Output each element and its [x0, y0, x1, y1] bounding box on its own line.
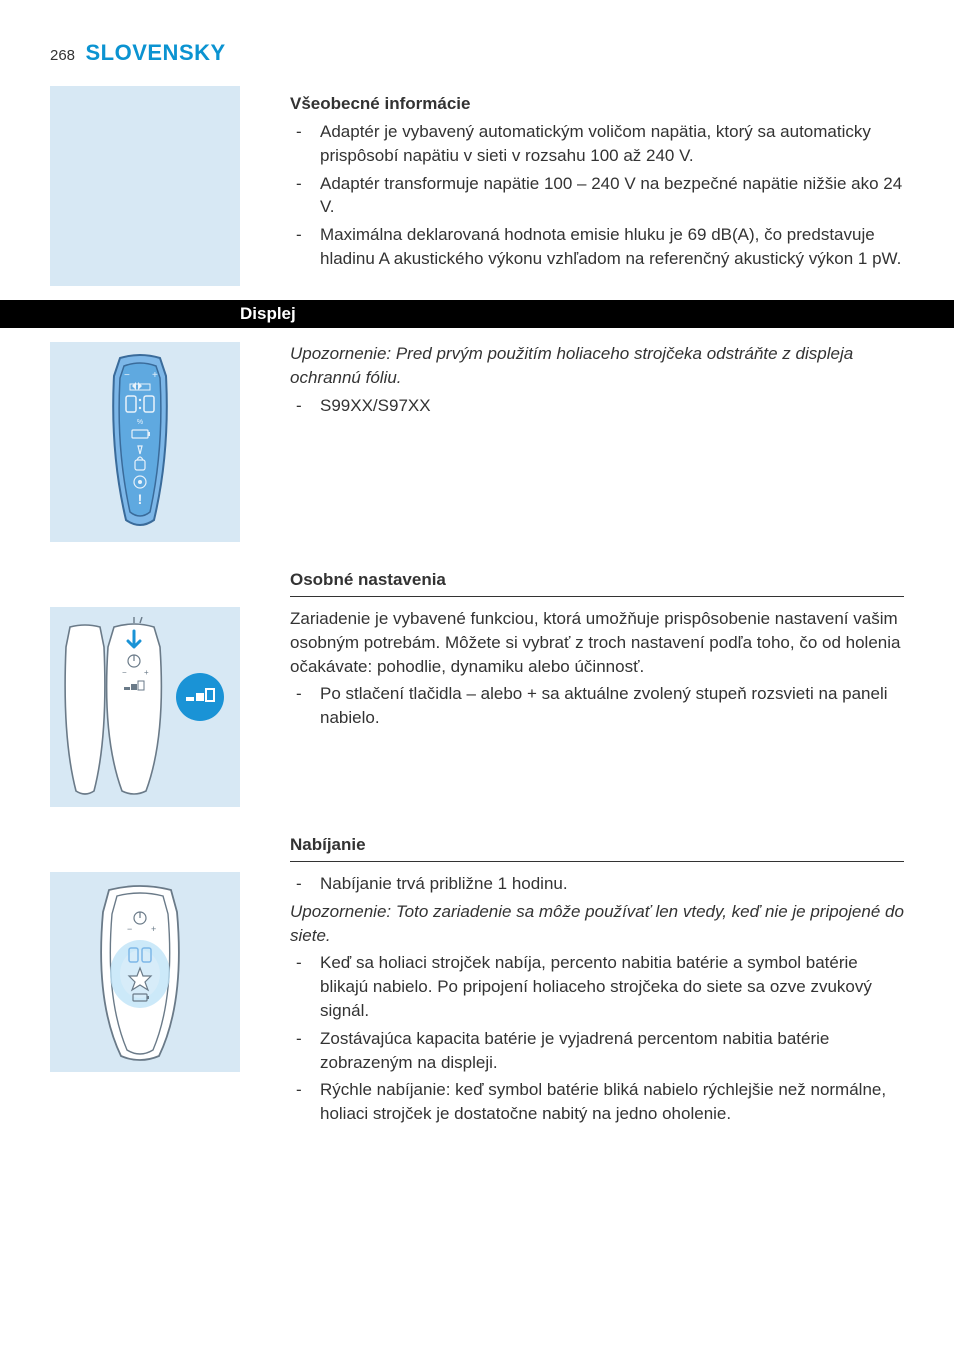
svg-text:+: +: [144, 668, 149, 677]
svg-text:+: +: [152, 370, 158, 381]
heading-display-band: Displej: [0, 300, 954, 328]
svg-text:−: −: [124, 370, 130, 381]
list-general-info: Adaptér je vybavený automatickým voličom…: [290, 120, 904, 271]
svg-text:!: !: [138, 491, 143, 507]
list-item: Po stlačení tlačidla – alebo + sa aktuál…: [290, 682, 904, 730]
list-item: S99XX/S97XX: [290, 394, 904, 418]
figure-charging: − +: [50, 872, 240, 1072]
list-item: Maximálna deklarovaná hodnota emisie hlu…: [290, 223, 904, 271]
heading-personal: Osobné nastavenia: [290, 570, 904, 590]
heading-display: Displej: [240, 304, 296, 323]
list-item: Rýchle nabíjanie: keď symbol batérie bli…: [290, 1078, 904, 1126]
list-item: Adaptér je vybavený automatickým voličom…: [290, 120, 904, 168]
heading-charging: Nabíjanie: [290, 835, 904, 855]
note-charging: Upozornenie: Toto zariadenie sa môže pou…: [290, 900, 904, 948]
list-personal: Po stlačení tlačidla – alebo + sa aktuál…: [290, 682, 904, 730]
figure-display: − + %: [50, 342, 240, 542]
decorative-blue-block: [50, 86, 240, 286]
figure-personal-settings: − +: [50, 607, 240, 807]
page-number: 268: [50, 47, 75, 64]
svg-text:−: −: [127, 924, 132, 934]
list-item: Nabíjanie trvá približne 1 hodinu.: [290, 872, 904, 896]
list-display: S99XX/S97XX: [290, 394, 904, 418]
divider: [290, 861, 904, 862]
list-item: Adaptér transformuje napätie 100 – 240 V…: [290, 172, 904, 220]
svg-text:%: %: [137, 419, 143, 426]
language-title: SLOVENSKY: [85, 40, 225, 65]
svg-text:−: −: [122, 668, 127, 677]
heading-general-info: Všeobecné informácie: [290, 94, 904, 114]
list-item: Zostávajúca kapacita batérie je vyjadren…: [290, 1027, 904, 1075]
shaver-button-icon: − +: [50, 617, 230, 797]
shaver-charging-icon: − +: [75, 882, 205, 1062]
note-display: Upozornenie: Pred prvým použitím holiace…: [290, 342, 904, 390]
personal-intro: Zariadenie je vybavené funkciou, ktorá u…: [290, 607, 904, 678]
list-charging-top: Nabíjanie trvá približne 1 hodinu.: [290, 872, 904, 896]
page-header: 268 SLOVENSKY: [50, 40, 904, 66]
divider: [290, 596, 904, 597]
svg-text:+: +: [151, 924, 156, 934]
shaver-display-icon: − + %: [80, 352, 200, 532]
list-item: Keď sa holiaci strojček nabíja, percento…: [290, 951, 904, 1022]
list-charging: Keď sa holiaci strojček nabíja, percento…: [290, 951, 904, 1126]
